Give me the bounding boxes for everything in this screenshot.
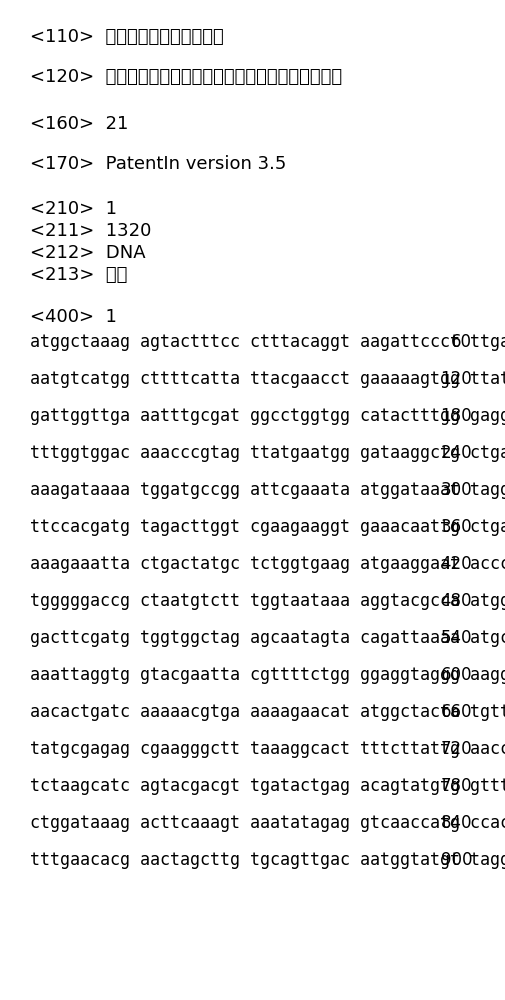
Text: 540: 540 xyxy=(440,629,472,647)
Text: 240: 240 xyxy=(440,444,472,462)
Text: 900: 900 xyxy=(440,851,472,869)
Text: <120>  一株表达木糖异构酶的酒醉酵母菌株及其构建方法: <120> 一株表达木糖异构酶的酒醉酵母菌株及其构建方法 xyxy=(30,68,342,86)
Text: <110>  中石化上海工程有限公司: <110> 中石化上海工程有限公司 xyxy=(30,28,224,46)
Text: tttgaacacg aactagcttg tgcagttgac aatggtatgt taggcagcat cgatgcaaac: tttgaacacg aactagcttg tgcagttgac aatggta… xyxy=(30,851,505,869)
Text: 780: 780 xyxy=(440,777,472,795)
Text: aaagaaatta ctgactatgc tctggtgaag atgaaggaat accctaacat aaagttgctt: aaagaaatta ctgactatgc tctggtgaag atgaagg… xyxy=(30,555,505,573)
Text: <213>  未知: <213> 未知 xyxy=(30,266,127,284)
Text: <170>  PatentIn version 3.5: <170> PatentIn version 3.5 xyxy=(30,155,286,173)
Text: <212>  DNA: <212> DNA xyxy=(30,244,145,262)
Text: ttccacgatg tagacttggt cgaagaaggt gaaacaattg ctgaatacga aaggaggatg: ttccacgatg tagacttggt cgaagaaggt gaaacaa… xyxy=(30,518,505,536)
Text: <210>  1: <210> 1 xyxy=(30,200,117,218)
Text: tatgcgagag cgaagggctt taaaggcact tttcttattg aaccaaaacc aatggaacca: tatgcgagag cgaagggctt taaaggcact tttctta… xyxy=(30,740,505,758)
Text: tgggggaccg ctaatgtctt tggtaataaa aggtacgcca atggggctag tactaaccct: tgggggaccg ctaatgtctt tggtaataaa aggtacg… xyxy=(30,592,505,610)
Text: 660: 660 xyxy=(440,703,472,721)
Text: 360: 360 xyxy=(440,518,472,536)
Text: tctaagcatc agtacgacgt tgatactgag acagtatgtg gtttcttaag agcccacggt: tctaagcatc agtacgacgt tgatactgag acagtat… xyxy=(30,777,505,795)
Text: aaagataaaa tggatgccgg attcgaaata atggataaat taggcatcga atatttttgc: aaagataaaa tggatgccgg attcgaaata atggata… xyxy=(30,481,505,499)
Text: <211>  1320: <211> 1320 xyxy=(30,222,152,240)
Text: 420: 420 xyxy=(440,555,472,573)
Text: <400>  1: <400> 1 xyxy=(30,308,117,326)
Text: 480: 480 xyxy=(440,592,472,610)
Text: ctggataaag acttcaaagt aaatatagag gtcaaccatg ccaccctggc aggtcataca: ctggataaag acttcaaagt aaatatagag gtcaacc… xyxy=(30,814,505,832)
Text: tttggtggac aaacccgtag ttatgaatgg gataaggctg ctgacgcagt tcaaagggcg: tttggtggac aaacccgtag ttatgaatgg gataagg… xyxy=(30,444,505,462)
Text: 720: 720 xyxy=(440,740,472,758)
Text: 840: 840 xyxy=(440,814,472,832)
Text: aacactgatc aaaaacgtga aaaagaacat atggctacta tgttgaccat ggcgagagac: aacactgatc aaaaacgtga aaaagaacat atggcta… xyxy=(30,703,505,721)
Text: gacttcgatg tggtggctag agcaatagta cagattaaaa atgctattga tgcaactatc: gacttcgatg tggtggctag agcaatagta cagatta… xyxy=(30,629,505,647)
Text: gattggttga aatttgcgat ggcctggtgg catactttgg gaggtgcctc tgctgatcag: gattggttga aatttgcgat ggcctggtgg catactt… xyxy=(30,407,505,425)
Text: 180: 180 xyxy=(440,407,472,425)
Text: 300: 300 xyxy=(440,481,472,499)
Text: aaattaggtg gtacgaatta cgttttctgg ggaggtaggg aaggctatat gtcattgcta: aaattaggtg gtacgaatta cgttttctgg ggaggta… xyxy=(30,666,505,684)
Text: atggctaaag agtactttcc ctttacaggt aagattccct ttgaggggaa ggattctaag: atggctaaag agtactttcc ctttacaggt aagattc… xyxy=(30,333,505,351)
Text: <160>  21: <160> 21 xyxy=(30,115,128,133)
Text: 60: 60 xyxy=(451,333,472,351)
Text: aatgtcatgg cttttcatta ttacgaacct gaaaaagtgg ttatgggtaa gaagatgaaa: aatgtcatgg cttttcatta ttacgaacct gaaaaag… xyxy=(30,370,505,388)
Text: 120: 120 xyxy=(440,370,472,388)
Text: 600: 600 xyxy=(440,666,472,684)
